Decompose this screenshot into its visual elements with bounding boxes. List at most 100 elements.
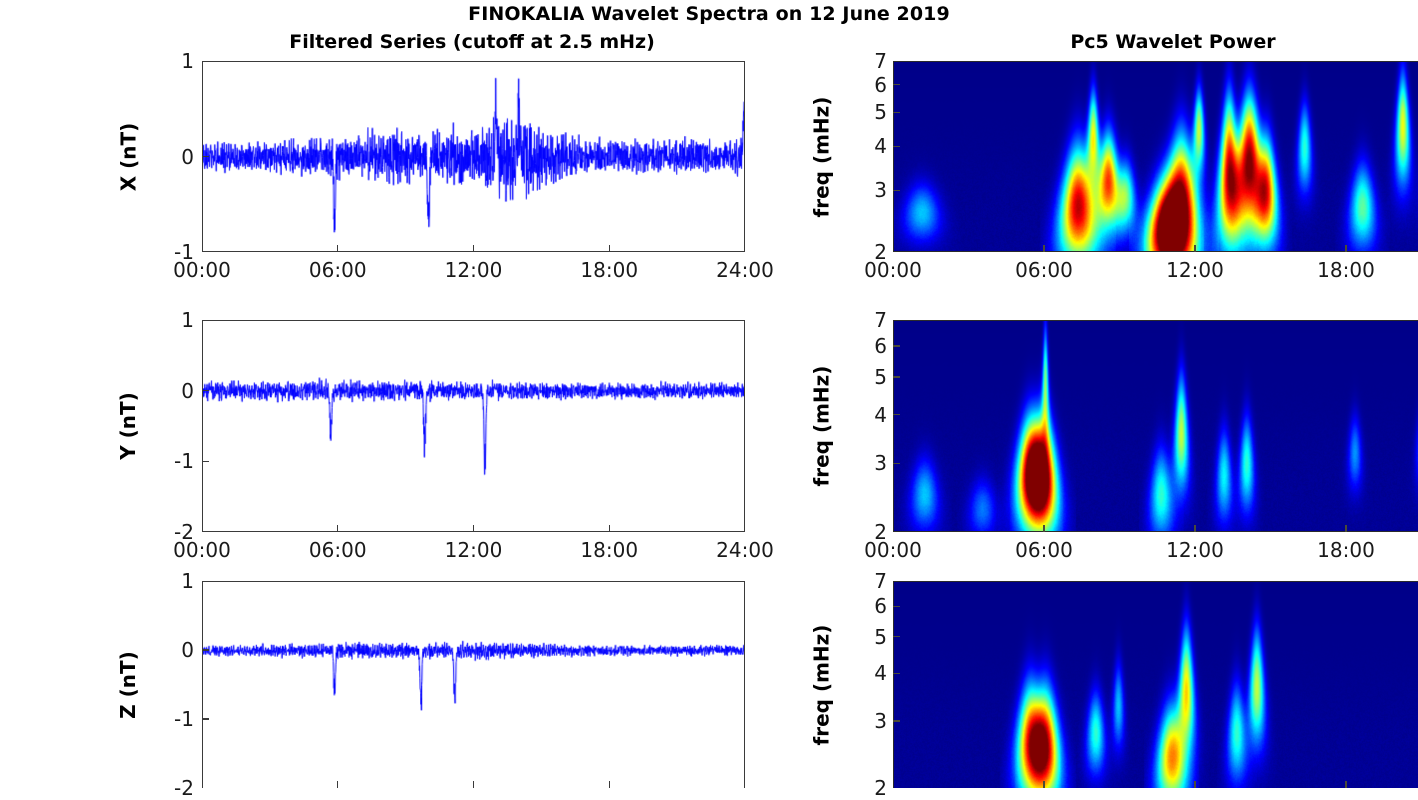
freq-tick-label: 5	[874, 364, 887, 389]
freq-tick-label: 3	[874, 709, 887, 733]
x-tick-mark	[337, 525, 339, 532]
freq-tick-label: 7	[874, 49, 887, 73]
y-tick-label: 1	[181, 569, 194, 593]
y-spectrogram	[894, 321, 1418, 531]
freq-tick-label: 2	[874, 520, 887, 544]
axes-y-wavelet-power	[893, 320, 1418, 532]
freq-tick-mark	[893, 83, 900, 86]
freq-tick-mark	[893, 111, 900, 113]
z-series-trace	[203, 582, 744, 788]
figure-main-title: FINOKALIA Wavelet Spectra on 12 June 201…	[468, 3, 950, 25]
y-tick-label: 0	[181, 378, 194, 403]
y-tick-label: 0	[181, 638, 194, 662]
x-tick-label: 18:00	[580, 538, 639, 562]
x-tick-label: 12:00	[444, 538, 503, 562]
left-column-title: Filtered Series (cutoff at 2.5 mHz)	[289, 31, 655, 53]
y-series-trace	[203, 321, 744, 531]
x-tick-mark	[1194, 245, 1196, 252]
x-tick-label: 12:00	[444, 258, 503, 282]
freq-tick-mark	[893, 414, 900, 416]
x-tick-label: 12:00	[1166, 538, 1224, 562]
freq-tick-label: 2	[874, 776, 887, 800]
x-tick-mark	[1194, 781, 1196, 788]
freq-tick-mark	[893, 672, 900, 675]
freq-axis-label-y: freq (mHz)	[808, 365, 833, 487]
y-tick-label: 1	[181, 49, 194, 73]
y-tick-mark	[202, 460, 209, 462]
freq-tick-label: 5	[874, 624, 887, 649]
x-tick-label: 00:00	[864, 538, 922, 562]
x-tick-label: 18:00	[1317, 538, 1375, 562]
x-tick-mark	[472, 245, 475, 252]
x-tick-mark	[1043, 245, 1045, 252]
x-tick-mark	[472, 781, 475, 788]
axes-x-filtered-series	[202, 61, 745, 252]
y-tick-label: -2	[174, 520, 194, 544]
x-tick-mark	[608, 781, 610, 788]
x-tick-mark	[337, 245, 339, 252]
y-axis-label-z: Z (nT)	[115, 650, 140, 719]
x-series-trace	[203, 62, 744, 251]
axes-x-wavelet-power	[893, 61, 1418, 252]
y-tick-label: -1	[174, 240, 194, 264]
freq-tick-label: 6	[874, 72, 887, 97]
x-tick-mark	[608, 245, 610, 252]
freq-tick-label: 3	[874, 178, 887, 203]
y-tick-label: -1	[174, 449, 194, 474]
x-tick-mark	[1345, 525, 1347, 532]
x-tick-mark	[472, 525, 475, 532]
freq-tick-label: 2	[874, 240, 887, 264]
x-tick-mark	[1194, 525, 1196, 532]
axes-z-wavelet-power	[893, 581, 1418, 788]
freq-axis-label-x: freq (mHz)	[808, 96, 833, 217]
x-tick-mark	[1345, 781, 1347, 788]
x-tick-label: 06:00	[1015, 538, 1073, 562]
y-axis-label-x: X (nT)	[115, 122, 140, 191]
x-tick-label: 00:00	[173, 538, 231, 562]
freq-tick-mark	[893, 145, 900, 147]
right-column-title: Pc5 Wavelet Power	[1070, 31, 1276, 53]
freq-axis-label-z: freq (mHz)	[808, 624, 833, 745]
freq-tick-label: 4	[874, 402, 887, 427]
freq-tick-label: 4	[874, 134, 887, 159]
x-tick-mark	[1345, 245, 1347, 252]
x-tick-mark	[1043, 525, 1045, 532]
x-tick-label: 18:00	[580, 258, 639, 282]
freq-tick-mark	[893, 376, 900, 378]
freq-tick-mark	[893, 189, 900, 191]
x-tick-mark	[1043, 781, 1045, 788]
x-tick-label: 12:00	[1166, 258, 1224, 282]
freq-tick-label: 7	[874, 569, 887, 593]
y-tick-mark	[202, 155, 209, 158]
freq-tick-label: 6	[874, 594, 887, 619]
x-tick-label: 18:00	[1317, 258, 1375, 282]
y-tick-label: 0	[181, 144, 194, 169]
z-spectrogram	[894, 582, 1418, 788]
freq-tick-mark	[893, 462, 900, 465]
y-tick-mark	[202, 718, 209, 720]
axes-z-filtered-series	[202, 581, 745, 788]
freq-tick-mark	[893, 345, 900, 347]
freq-tick-label: 7	[874, 308, 887, 332]
freq-tick-label: 4	[874, 661, 887, 686]
x-spectrogram	[894, 62, 1418, 251]
x-tick-label: 24:00	[716, 538, 774, 562]
x-tick-mark	[608, 525, 610, 532]
freq-tick-label: 3	[874, 451, 887, 476]
x-tick-label: 06:00	[1015, 258, 1073, 282]
y-tick-label: 1	[181, 308, 194, 332]
x-tick-label: 00:00	[173, 258, 231, 282]
x-tick-label: 06:00	[308, 258, 367, 282]
axes-y-filtered-series	[202, 320, 745, 532]
freq-tick-label: 5	[874, 100, 887, 125]
x-tick-label: 00:00	[864, 258, 922, 282]
x-tick-label: 06:00	[308, 538, 367, 562]
freq-tick-mark	[893, 720, 900, 722]
y-tick-label: -1	[174, 707, 194, 731]
freq-tick-mark	[893, 605, 900, 608]
y-tick-label: -2	[174, 776, 194, 800]
y-axis-label-y: Y (nT)	[115, 392, 140, 460]
freq-tick-label: 6	[874, 334, 887, 359]
y-tick-mark	[202, 390, 209, 392]
